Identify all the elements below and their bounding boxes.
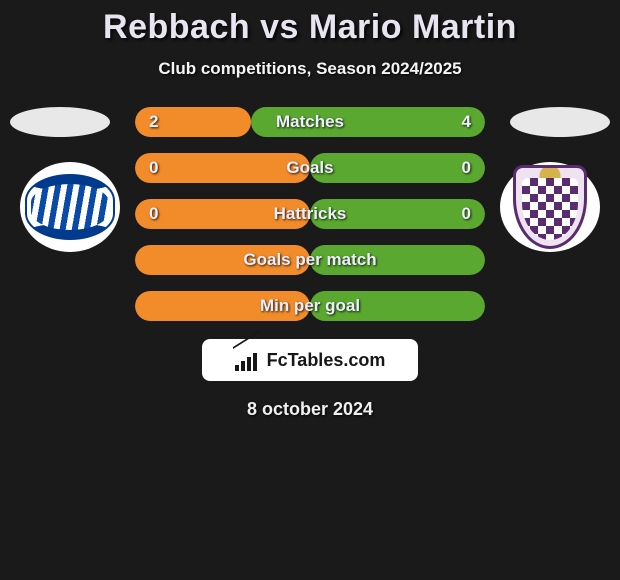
real-valladolid-icon xyxy=(513,165,587,249)
brand-logo: FcTables.com xyxy=(202,339,418,381)
header: Rebbach vs Mario Martin Club competition… xyxy=(0,0,620,79)
stat-metric-label: Matches xyxy=(158,112,461,132)
chart-icon xyxy=(235,349,261,371)
deportivo-alaves-icon xyxy=(25,174,115,240)
stat-left-value: 0 xyxy=(149,158,158,178)
page-title: Rebbach vs Mario Martin xyxy=(0,8,620,47)
stat-bar: 0Hattricks0 xyxy=(135,199,485,229)
stat-metric-label: Goals xyxy=(158,158,461,178)
comparison-panel: 2Matches40Goals00Hattricks0Goals per mat… xyxy=(0,107,620,420)
stat-bar: 2Matches4 xyxy=(135,107,485,137)
player-photo-right xyxy=(510,107,610,137)
page-subtitle: Club competitions, Season 2024/2025 xyxy=(0,59,620,79)
stat-right-value: 4 xyxy=(462,112,471,132)
player-photo-left xyxy=(10,107,110,137)
stat-bar: Min per goal xyxy=(135,291,485,321)
stat-left-value: 0 xyxy=(149,204,158,224)
stat-metric-label: Hattricks xyxy=(158,204,461,224)
stat-left-value: 2 xyxy=(149,112,158,132)
stat-bars: 2Matches40Goals00Hattricks0Goals per mat… xyxy=(135,107,485,321)
stat-bar: 0Goals0 xyxy=(135,153,485,183)
brand-text: FcTables.com xyxy=(267,350,386,371)
stat-metric-label: Min per goal xyxy=(149,296,471,316)
stat-right-value: 0 xyxy=(462,158,471,178)
date-text: 8 october 2024 xyxy=(0,399,620,420)
club-badge-left xyxy=(20,162,120,252)
stat-right-value: 0 xyxy=(462,204,471,224)
stat-bar: Goals per match xyxy=(135,245,485,275)
stat-metric-label: Goals per match xyxy=(149,250,471,270)
club-badge-right xyxy=(500,162,600,252)
